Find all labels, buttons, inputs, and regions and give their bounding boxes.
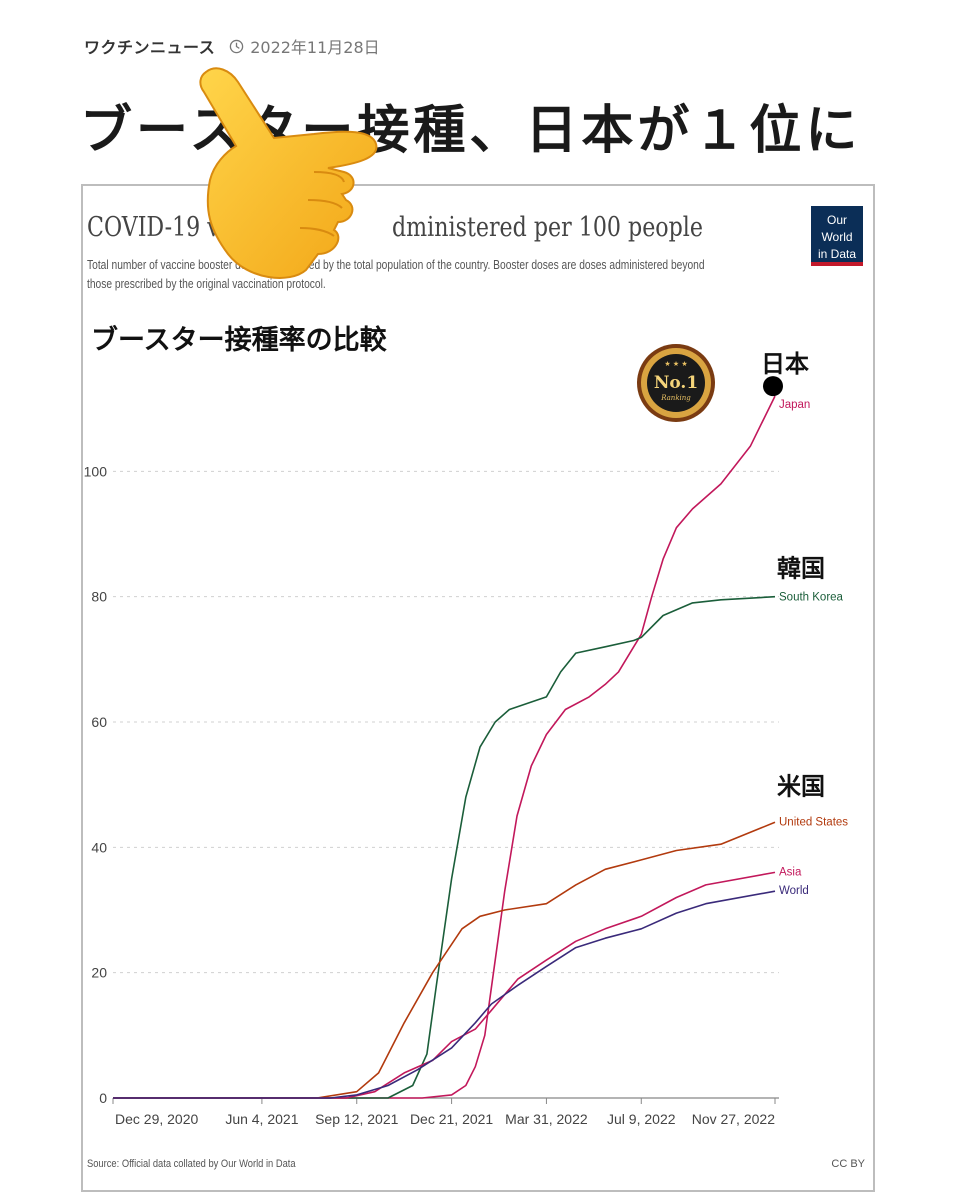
category-link[interactable]: ワクチンニュース [84,38,216,57]
subtitle-line1b: vided by the total population of the cou… [295,258,705,272]
y-tick-label: 20 [91,965,107,981]
no1-badge-icon: ★ ★ ★ No.1 Ranking [637,344,715,422]
x-tick-label: Dec 21, 2021 [410,1111,493,1127]
y-tick-label: 80 [91,589,107,605]
axis-layer: 0 20 40 60 80 100 Dec 29, 2020 Jun 4, 2021 Sep 1… [84,463,776,1127]
logo-line2: in Data [817,247,857,261]
japan-end-marker [763,376,783,397]
series-label-asia: Asia [779,866,802,878]
x-tick-label: Dec 29, 2020 [115,1111,198,1127]
series-line-united-states [113,821,776,1099]
subtitle-line2a: those prescribed by the original vaccina… [87,277,293,291]
series-label-south-korea: South Korea [779,592,844,604]
logo-line1: Our World [821,213,853,244]
date-wrap: 2022年11月28日 [229,34,380,58]
korea-annotation: 韓国 [777,555,825,583]
label-layer: Japan South Korea United States Asia World 日本… [761,350,848,897]
clock-icon [229,39,244,53]
series-label-japan: Japan [779,399,810,411]
chart-subtitle: Total number of vaccine booster doses a v… [87,256,809,294]
x-tick-label: Jul 9, 2022 [607,1111,676,1127]
overlay-title: ブースター接種率の比較 [91,325,387,356]
y-tick-label: 60 [91,714,107,730]
series-line-japan [113,395,776,1099]
subtitle-line1a: Total number of vaccine booster doses a [87,258,272,272]
y-tick-label: 0 [99,1090,107,1106]
x-tick-label: Jun 4, 2021 [225,1111,298,1127]
x-tick-label: Sep 12, 2021 [315,1111,399,1127]
svg-text:★ ★ ★: ★ ★ ★ [664,360,687,368]
line-chart: 0 20 40 60 80 100 Dec 29, 2020 Jun 4, 2021 Sep 1… [84,350,849,1127]
chart-figure: COVID-19 vacci dministered per 100 people… [81,184,875,1192]
us-annotation: 米国 [777,772,825,800]
pointing-hand-emoji-icon [199,67,378,279]
publish-date: 2022年11月28日 [250,38,380,57]
series-label-united-states: United States [779,816,848,828]
x-tick-label: Mar 31, 2022 [505,1111,588,1127]
x-tick-label: Nov 27, 2022 [692,1111,775,1127]
series-label-world: World [779,885,809,897]
owid-logo[interactable]: Our World in Data [811,206,863,266]
y-tick-label: 100 [84,463,108,479]
japan-annotation: 日本 [761,350,809,378]
chart-title: COVID-19 vacci dministered per 100 people [87,212,703,243]
article-meta: ワクチンニュース 2022年11月28日 [84,34,380,58]
chart-source: Source: Official data collated by Our Wo… [87,1158,296,1170]
badge-sub: Ranking [660,394,691,402]
series-line-world [113,890,776,1099]
series-line-asia [113,871,776,1099]
subtitle-line2b: rotocol. [292,277,326,291]
article-headline: ブースター接種、日本が１位に [80,101,862,161]
grid-layer [113,470,779,1099]
badge-text: No.1 [654,373,698,393]
series-layer [113,395,776,1099]
series-line-south-korea [113,595,776,1099]
chart-license[interactable]: CC BY [831,1158,865,1170]
chart-title-part2: dministered per 100 people [391,212,703,243]
y-tick-label: 40 [91,839,107,855]
